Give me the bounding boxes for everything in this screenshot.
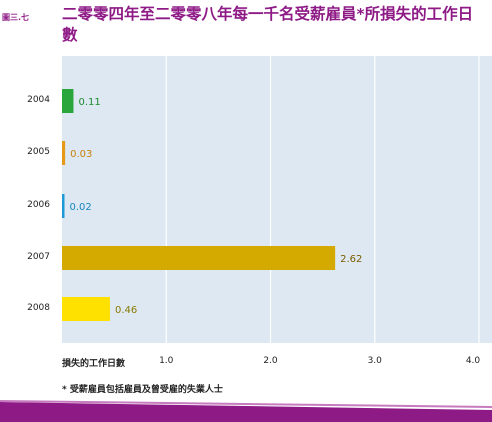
category-label-2005: 2005 — [27, 147, 50, 157]
figure-label: 圖三.七 — [2, 13, 30, 22]
value-label-2007: 2.62 — [340, 254, 362, 265]
category-label-2004: 2004 — [27, 95, 50, 105]
value-label-2006: 0.02 — [70, 202, 92, 213]
footnote: * 受薪雇員包括雇員及曾受雇的失業人士 — [62, 385, 223, 395]
x-tick-label: 1.0 — [159, 356, 174, 366]
x-tick-label: 4.0 — [465, 356, 481, 366]
category-label-2006: 2006 — [27, 200, 50, 210]
bar-2006 — [62, 194, 65, 218]
chart-title: 二零零四年至二零零八年每一千名受薪雇員*所損失的工作日數 — [62, 5, 474, 44]
bar-2008 — [62, 297, 110, 321]
x-tick-label: 2.0 — [263, 356, 278, 366]
category-label-2008: 2008 — [27, 303, 50, 313]
x-axis-title: 損失的工作日數 — [62, 359, 126, 369]
plot-area: 0.11 0.03 0.02 2.62 0.46 — [62, 56, 492, 343]
bar-chart: 0.11 0.03 0.02 2.62 0.46 — [62, 56, 480, 343]
decorative-band — [0, 400, 492, 422]
bar-2005 — [62, 141, 66, 165]
value-label-2005: 0.03 — [70, 149, 92, 160]
x-tick-label: 3.0 — [367, 356, 382, 366]
bar-2007 — [62, 246, 336, 270]
value-label-2008: 0.46 — [115, 305, 137, 316]
value-label-2004: 0.11 — [78, 97, 100, 108]
bar-2004 — [62, 89, 74, 113]
category-label-2007: 2007 — [27, 252, 50, 262]
